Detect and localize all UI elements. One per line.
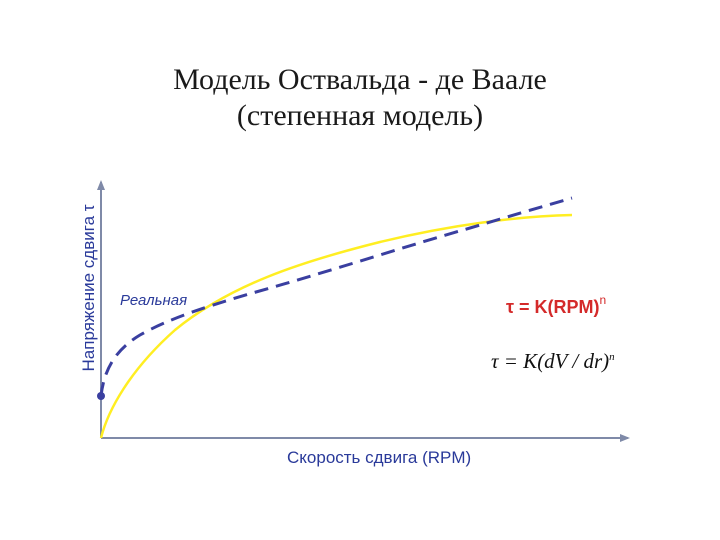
title-line-1: Модель Оствальда - де Ваале	[173, 63, 547, 96]
equation-shear-rate-main: τ = K(dV / dr)	[491, 349, 610, 373]
real-curve-label: Реальная	[120, 292, 188, 309]
real-fluid-curve	[99, 196, 573, 397]
equation-rpm-exponent: n	[599, 293, 607, 307]
slide-title: Модель Оствальда - де Ваале (степенная м…	[0, 62, 720, 134]
equation-rpm: τ = K(RPM)n	[506, 293, 607, 318]
equation-rpm-main: τ = K(RPM)	[506, 297, 600, 317]
y-axis-label: Напряжение сдвига τ	[79, 204, 98, 372]
equation-shear-rate-exponent: n	[609, 351, 615, 363]
x-axis-label: Скорость сдвига (RPM)	[287, 448, 472, 467]
power-law-curve	[99, 213, 573, 439]
yield-point-marker	[97, 392, 105, 400]
title-line-2: (степенная модель)	[236, 99, 484, 132]
equation-shear-rate: τ = K(dV / dr)n	[491, 349, 615, 374]
